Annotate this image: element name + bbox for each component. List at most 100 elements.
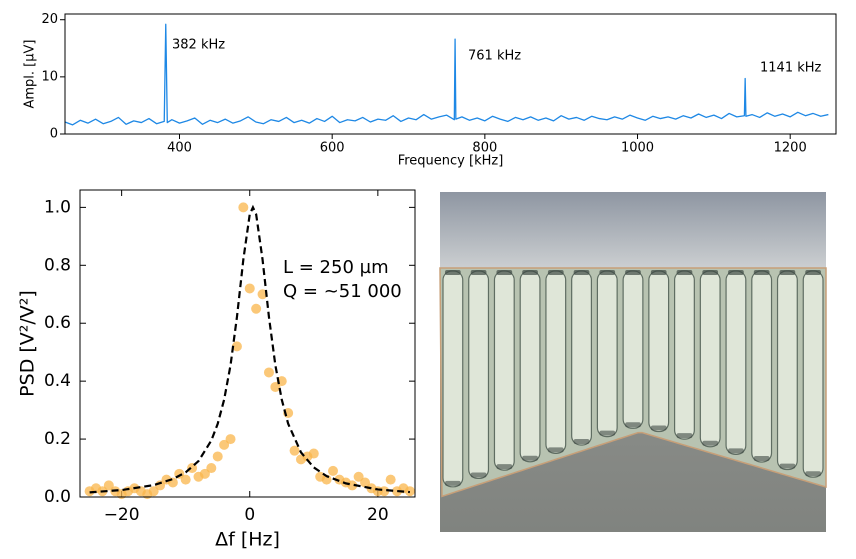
cantilever-tip <box>625 422 641 428</box>
cantilever-tip <box>650 425 667 431</box>
data-point <box>289 445 300 456</box>
x-tick-label: 1200 <box>774 141 807 156</box>
x-axis-label: Δf [Hz] <box>215 529 280 551</box>
data-point <box>251 303 262 314</box>
peak-annotation: 382 kHz <box>172 38 225 53</box>
y-axis-label: Ampl. [µV] <box>23 40 38 109</box>
cantilever-tip <box>599 430 616 436</box>
cantilever <box>519 270 541 463</box>
x-tick-label: 800 <box>472 141 497 156</box>
cantilever-tip <box>573 439 590 445</box>
cantilever-tip <box>779 463 796 469</box>
cantilever-tip <box>728 448 744 454</box>
y-tick-label: 0 <box>50 127 58 142</box>
data-point <box>225 434 236 445</box>
cantilever-tip <box>496 464 513 470</box>
cantilever <box>725 270 747 455</box>
data-point <box>385 474 396 485</box>
data-point <box>238 202 249 213</box>
cantilever <box>648 270 670 433</box>
data-point <box>219 439 230 450</box>
fit-line <box>89 204 410 494</box>
cantilever <box>468 270 490 480</box>
data-point <box>212 451 223 462</box>
data-point <box>263 367 274 378</box>
cantilever-shadow <box>779 270 796 275</box>
cantilever-shadow <box>650 270 667 275</box>
cantilever <box>442 270 464 488</box>
data-point <box>328 465 339 476</box>
cantilever-shadow <box>573 270 590 275</box>
cantilever-shadow <box>547 270 564 275</box>
y-tick-label: 0.2 <box>44 429 71 449</box>
data-point <box>347 480 358 491</box>
cantilever-tip <box>805 471 821 477</box>
axes-frame <box>64 13 837 135</box>
y-tick-label: 0.8 <box>44 255 71 275</box>
peak-annotation: 761 kHz <box>468 49 521 64</box>
cantilever-shadow <box>676 270 693 275</box>
data-point <box>231 341 242 352</box>
data-point <box>206 463 217 474</box>
y-tick-label: 0.6 <box>44 313 71 333</box>
cantilever <box>776 270 798 471</box>
data-point <box>321 474 332 485</box>
axes-frame <box>79 189 416 498</box>
x-tick-label: 600 <box>320 141 345 156</box>
photo-top-region <box>440 192 826 270</box>
cantilever-tip <box>753 455 770 461</box>
cantilever-shadow <box>728 270 744 275</box>
cantilever <box>673 270 695 440</box>
cantilever-shadow <box>522 270 538 275</box>
y-tick-label: 10 <box>41 69 58 84</box>
annotation: Q = ~51 000 <box>283 281 402 302</box>
data-point <box>353 471 364 482</box>
cantilever <box>545 270 567 454</box>
data-point <box>308 448 319 459</box>
cantilever <box>571 270 593 446</box>
cantilever <box>802 270 824 478</box>
data-point <box>270 381 281 392</box>
cantilever-shadow <box>625 270 641 275</box>
data-point <box>244 283 255 294</box>
cantilever-tip <box>522 455 538 461</box>
cantilever-tip <box>445 480 461 486</box>
annotation: L = 250 µm <box>283 257 389 278</box>
data-point <box>148 486 159 497</box>
cantilever <box>493 270 515 471</box>
x-tick-label: 20 <box>367 505 389 525</box>
micrograph <box>439 192 827 532</box>
spectrum-line <box>64 23 829 126</box>
cantilever <box>596 270 618 438</box>
cantilever-shadow <box>496 270 513 275</box>
cantilever-shadow <box>445 270 461 275</box>
cantilever <box>699 270 721 448</box>
y-axis-label: PSD [V²/V²] <box>17 290 39 397</box>
x-tick-label: −20 <box>104 505 140 525</box>
cantilever-tip <box>702 440 719 446</box>
x-tick-label: 0 <box>244 505 255 525</box>
y-tick-label: 1.0 <box>44 197 71 217</box>
cantilever-tip <box>470 472 487 478</box>
cantilever-tip <box>547 447 564 453</box>
cantilever-shadow <box>599 270 616 275</box>
x-tick-label: 400 <box>167 141 192 156</box>
data-point <box>199 468 210 479</box>
y-tick-label: 0.0 <box>44 487 71 507</box>
x-axis-label: Frequency [kHz] <box>398 154 504 169</box>
data-point <box>103 480 114 491</box>
cantilever <box>751 270 773 463</box>
cantilever-shadow <box>805 270 821 275</box>
x-tick-label: 1000 <box>621 141 654 156</box>
y-tick-label: 20 <box>41 12 58 27</box>
cantilever-shadow <box>702 270 719 275</box>
peak-annotation: 1141 kHz <box>760 61 822 76</box>
data-point <box>360 477 371 488</box>
data-point <box>180 474 191 485</box>
y-tick-label: 0.4 <box>44 371 71 391</box>
cantilever <box>622 270 644 429</box>
cantilever-tip <box>676 433 693 439</box>
cantilever-shadow <box>470 270 487 275</box>
cantilever-shadow <box>753 270 770 275</box>
